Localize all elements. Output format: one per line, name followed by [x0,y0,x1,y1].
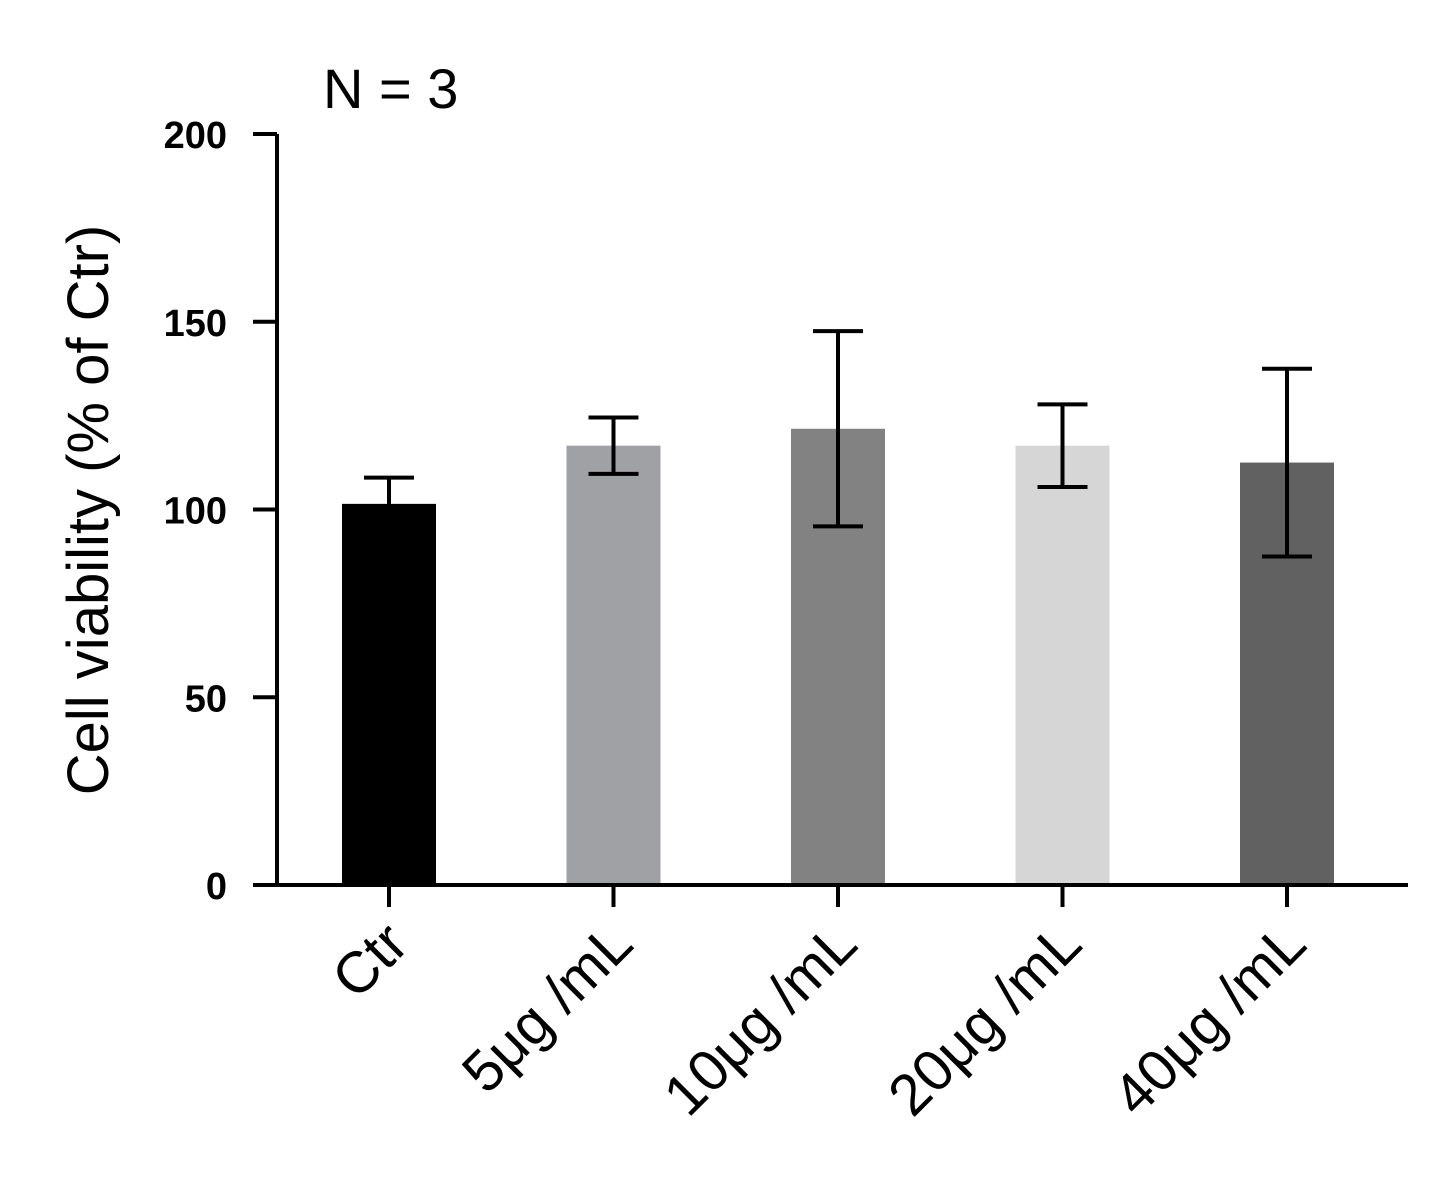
x-tick-label-1: 5μg /mL [450,910,645,1105]
y-tick-label-150: 150 [164,303,227,345]
x-tick-label-0: Ctr [320,910,421,1011]
sample-size-annotation: N = 3 [323,57,458,120]
error-bar-4 [1262,366,1312,559]
y-tick-label-200: 200 [164,115,227,157]
x-tick-label-2: 10μg /mL [651,910,869,1128]
bar-0 [342,503,436,885]
y-tick-label-100: 100 [164,491,227,533]
y-axis: 0 50 100 150 200 [164,115,279,908]
error-bar-3 [1037,402,1088,489]
y-axis-label: Cell viability (% of Ctr) [56,225,121,795]
bar-3 [1015,445,1110,885]
x-tick-label-4: 40μg /mL [1100,910,1318,1128]
y-tick-label-0: 0 [206,866,227,908]
y-tick-label-50: 50 [185,678,227,720]
error-bar-1 [588,415,639,476]
error-bars-group [364,329,1312,559]
x-tick-label-3: 20μg /mL [876,910,1094,1128]
error-bar-2 [813,329,863,529]
error-bar-0 [364,475,414,533]
x-axis: Ctr 5μg /mL 10μg /mL 20μg /mL 40μg /mL [253,883,1408,1128]
bar-1 [566,445,661,885]
bars-group [342,428,1334,885]
